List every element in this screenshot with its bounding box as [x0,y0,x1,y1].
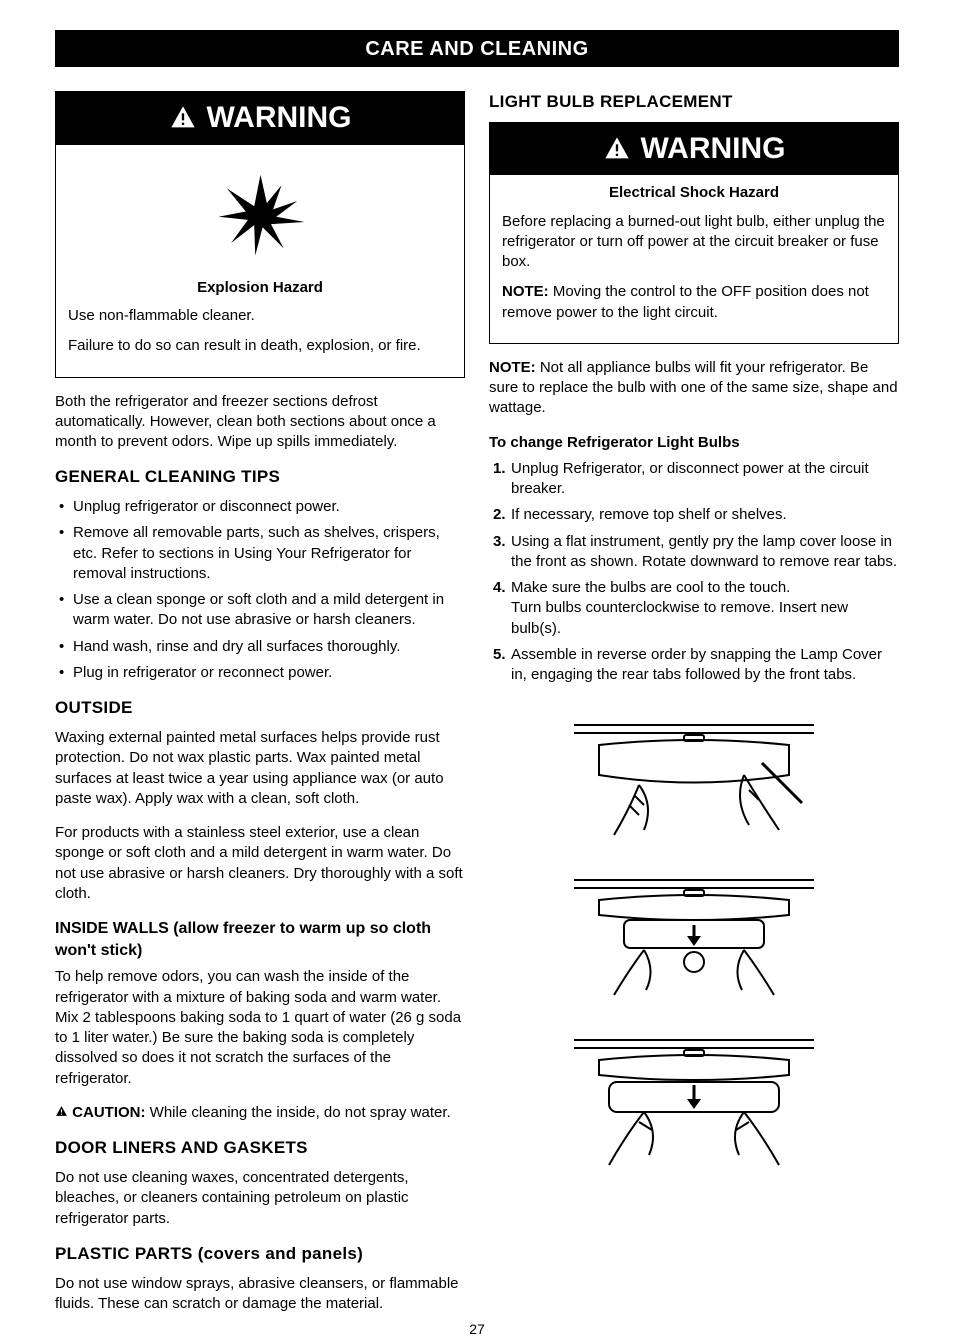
warning-box-electrical: WARNING Electrical Shock Hazard Before r… [489,122,899,344]
outside-p2: For products with a stainless steel exte… [55,823,465,904]
step-text: Using a flat instrument, gently pry the … [511,533,897,570]
step-text: Assemble in reverse order by snapping th… [511,646,882,683]
outside-heading: OUTSIDE [55,697,465,720]
step-number: 4. [493,578,506,598]
step-text: If necessary, remove top shelf or shelve… [511,506,787,523]
hazard-label: Explosion Hazard [56,276,464,306]
list-item: 3.Using a flat instrument, gently pry th… [493,532,899,573]
content-columns: WARNING Explosion Hazard Use non-flammab… [55,91,899,1314]
alert-triangle-icon [169,104,197,132]
inside-walls-p1: To help remove odors, you can wash the i… [55,967,465,1089]
step-number: 1. [493,459,506,479]
right-column: LIGHT BULB REPLACEMENT WARNING Electrica… [489,91,899,1314]
list-item: Hand wash, rinse and dry all surfaces th… [59,637,465,657]
note-text: Not all appliance bulbs will fit your re… [489,359,898,417]
outer-note: NOTE: Not all appliance bulbs will fit y… [489,358,899,419]
list-item: 2. If necessary, remove top shelf or shel… [493,505,899,525]
outside-p1: Waxing external painted metal surfaces h… [55,728,465,809]
list-item: Plug in refrigerator or reconnect power. [59,663,465,683]
list-item: 1.Unplug Refrigerator, or disconnect pow… [493,459,899,500]
lamp-cover-illustration [489,715,899,1181]
left-column: WARNING Explosion Hazard Use non-flammab… [55,91,465,1314]
list-item: 4.Make sure the bulbs are cool to the to… [493,578,899,639]
caution-text: While cleaning the inside, do not spray … [146,1104,451,1121]
warning-header: WARNING [490,123,898,176]
warning-header-text: WARNING [641,129,786,170]
step-text: Unplug Refrigerator, or disconnect power… [511,460,869,497]
step-number: 2. [493,505,506,525]
list-item: Remove all removable parts, such as shel… [59,523,465,584]
step-number: 5. [493,645,506,665]
warning-note: NOTE: Moving the control to the OFF posi… [502,282,886,323]
step-text: Make sure the bulbs are cool to the touc… [511,579,848,637]
caution-label: CAUTION: [72,1104,145,1121]
intro-paragraph: Both the refrigerator and freezer sectio… [55,392,465,453]
door-liners-heading: DOOR LINERS AND GASKETS [55,1137,465,1160]
steps-heading: To change Refrigerator Light Bulbs [489,433,899,453]
warning-header-text: WARNING [207,98,352,139]
page-number: 27 [55,1320,899,1339]
door-liners-p1: Do not use cleaning waxes, concentrated … [55,1168,465,1229]
section-banner: CARE AND CLEANING [55,30,899,67]
list-item: 5.Assemble in reverse order by snapping … [493,645,899,686]
alert-triangle-icon [603,135,631,163]
warning-header: WARNING [56,92,464,145]
steps-list: 1.Unplug Refrigerator, or disconnect pow… [489,459,899,686]
warning-box-explosion: WARNING Explosion Hazard Use non-flammab… [55,91,465,378]
general-tips-list: Unplug refrigerator or disconnect power.… [55,497,465,683]
note-label: NOTE: [489,359,536,376]
list-item: Unplug refrigerator or disconnect power. [59,497,465,517]
explosion-icon [56,145,464,276]
inside-walls-heading: INSIDE WALLS (allow freezer to warm up s… [55,918,465,961]
note-text: Moving the control to the OFF position d… [502,283,869,320]
hazard-label: Electrical Shock Hazard [490,175,898,211]
warning-body: Before replacing a burned-out light bulb… [490,212,898,343]
warning-line-1: Before replacing a burned-out light bulb… [502,212,886,273]
illustration-svg [544,715,844,1175]
warning-line-2: Failure to do so can result in death, ex… [68,336,452,356]
list-item: Use a clean sponge or soft cloth and a m… [59,590,465,631]
warning-body: Use non-flammable cleaner. Failure to do… [56,306,464,377]
general-tips-heading: GENERAL CLEANING TIPS [55,466,465,489]
plastic-parts-p1: Do not use window sprays, abrasive clean… [55,1274,465,1315]
warning-line-1: Use non-flammable cleaner. [68,306,452,326]
step-number: 3. [493,532,506,552]
caution-line: CAUTION: While cleaning the inside, do n… [55,1103,465,1123]
alert-triangle-icon [55,1105,68,1118]
note-label: NOTE: [502,283,549,300]
light-bulb-heading: LIGHT BULB REPLACEMENT [489,91,899,114]
plastic-parts-heading: PLASTIC PARTS (covers and panels) [55,1243,465,1266]
